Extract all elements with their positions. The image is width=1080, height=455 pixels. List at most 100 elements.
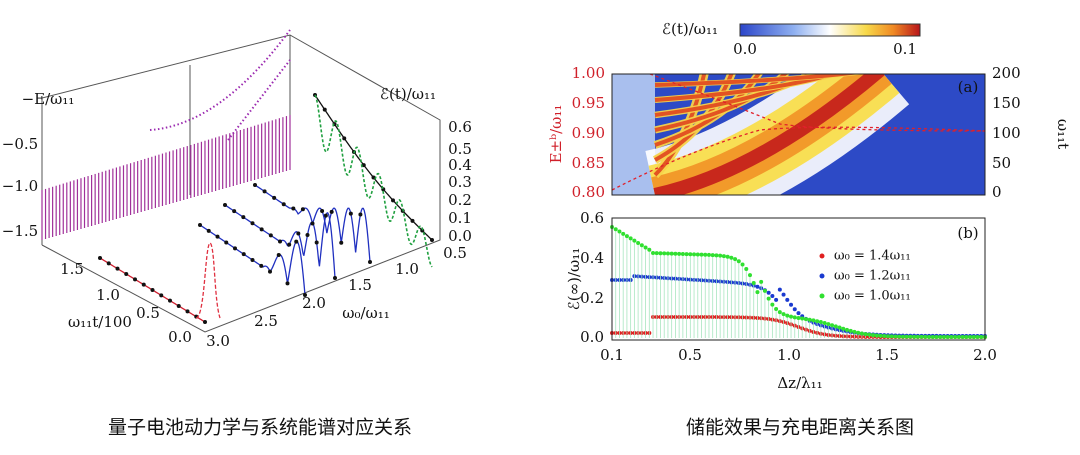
point (314, 240, 319, 245)
point (915, 334, 920, 339)
tick: 0.5 (443, 244, 467, 262)
tick: 0.6 (448, 118, 472, 136)
point (762, 288, 767, 293)
point (759, 279, 764, 284)
point (766, 290, 771, 295)
legend-label: ω₀ = 1.0ω₁₁ (834, 289, 911, 304)
tick: 0.85 (572, 154, 605, 172)
point (241, 252, 246, 257)
tick: −1.0 (2, 177, 38, 195)
point (706, 252, 711, 257)
tick: 2.5 (254, 312, 278, 330)
point (789, 302, 794, 307)
point (253, 183, 257, 187)
point (781, 292, 786, 297)
curve (195, 242, 221, 319)
tick: 1.0 (777, 346, 801, 364)
y-label: E±ᵇ/ω₁₁ (547, 105, 565, 164)
point (871, 333, 876, 338)
point (777, 310, 782, 315)
legend-marker (819, 293, 825, 299)
point (766, 296, 771, 301)
point (968, 334, 973, 339)
point (897, 334, 902, 339)
tick: 150 (992, 94, 1021, 112)
tick: 0.1 (600, 346, 624, 364)
point (296, 231, 301, 236)
point (233, 246, 237, 251)
point (815, 319, 820, 324)
point (203, 320, 207, 324)
point (796, 315, 801, 320)
tick: −0.5 (2, 135, 38, 153)
point (106, 261, 111, 266)
point (262, 189, 267, 194)
point (889, 334, 894, 339)
point (770, 293, 775, 298)
tick: 0.1 (893, 40, 917, 58)
point (971, 334, 976, 339)
point (755, 290, 760, 295)
tick: 2.0 (973, 346, 997, 364)
point (904, 334, 909, 339)
point (792, 307, 797, 312)
tick: 0.5 (136, 304, 160, 322)
point (303, 293, 307, 297)
point (250, 221, 255, 226)
heatmap (612, 74, 985, 195)
tick: 0.90 (572, 124, 605, 142)
tick: 50 (992, 154, 1011, 172)
point (232, 209, 237, 214)
level (649, 74, 985, 132)
point (322, 107, 327, 112)
point (680, 251, 685, 256)
tick: 0.0 (448, 227, 472, 245)
point (133, 277, 137, 282)
point (826, 322, 831, 327)
tick: 0.4 (448, 156, 472, 174)
point (960, 334, 965, 339)
point (859, 331, 864, 336)
legend-label: ω₀ = 1.2ω₁₁ (834, 269, 911, 284)
point (777, 287, 782, 292)
point (639, 243, 644, 248)
tick: 0.6 (580, 209, 604, 227)
panel-a-frame (611, 73, 986, 196)
legend-marker (819, 253, 825, 259)
point (934, 334, 939, 339)
point (276, 253, 281, 257)
point (348, 211, 353, 216)
point (874, 333, 879, 338)
point (278, 239, 282, 244)
point (688, 252, 693, 257)
colorbar-label: ℰ(t)/ω₁₁ (662, 20, 718, 38)
point (342, 136, 347, 141)
level (612, 126, 985, 191)
point (912, 334, 917, 339)
tick: 0.3 (448, 173, 472, 191)
point (339, 240, 344, 245)
point (141, 282, 146, 287)
point (617, 229, 622, 234)
point (272, 195, 277, 200)
point (945, 334, 950, 339)
point (300, 207, 305, 212)
tick: 0.0 (580, 328, 604, 346)
point (703, 252, 708, 257)
point (733, 257, 738, 262)
point (695, 252, 700, 257)
point (391, 198, 395, 203)
fringe (653, 74, 885, 195)
point (368, 260, 372, 264)
point (259, 263, 264, 268)
panel-tag: (a) (958, 78, 979, 96)
point (725, 254, 730, 259)
point (361, 163, 366, 168)
point (643, 245, 648, 250)
point (291, 206, 296, 211)
point (736, 259, 741, 264)
point (259, 227, 264, 232)
point (215, 234, 220, 239)
point (953, 334, 958, 339)
